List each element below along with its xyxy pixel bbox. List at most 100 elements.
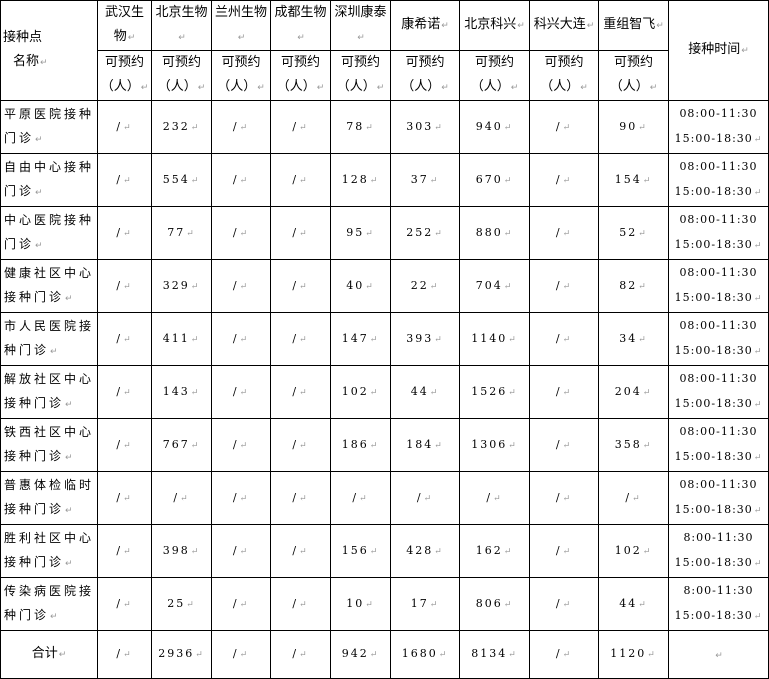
table-row: 铁西社区中心接种门诊/767//1861841306/35808:00-11:3… [0,418,769,472]
available-count: 34 [598,312,669,366]
available-count: / [97,259,152,313]
available-count: 154 [598,153,669,207]
morning-hours: 08:00-11:30 [679,372,758,385]
table-row: 解放社区中心接种门诊/143//102441526/20408:00-11:30… [0,365,769,419]
site-name: 健康社区中心接种门诊 [0,259,98,313]
vaccination-time: 08:00-11:30 15:00-18:30 [668,259,769,313]
available-count: 1526 [459,365,530,419]
vaccination-time: 8:00-11:30 15:00-18:30 [668,524,769,578]
total-count: / [270,630,331,679]
site-name: 解放社区中心接种门诊 [0,365,98,419]
available-count: / [270,100,331,154]
available-count: 204 [598,365,669,419]
vendor-header: 成都生物 [270,0,331,51]
available-count: 767 [151,418,212,472]
available-label: 可预约 [474,55,514,70]
available-header: 可预约 （人） [459,50,530,101]
site-name: 市人民医院接种门诊 [0,312,98,366]
afternoon-hours: 15:00-18:30 [671,232,766,259]
table-row: 自由中心接种门诊/554//12837670/15408:00-11:3015:… [0,153,769,207]
available-count: 17 [390,577,460,631]
available-count: 102 [598,524,669,578]
afternoon-hours: 15:00-18:30 [671,497,766,524]
available-count: 398 [151,524,212,578]
available-count: 252 [390,206,460,260]
available-count: / [390,471,460,525]
vendor-header: 重组智飞 [598,0,669,51]
vaccination-time: 08:00-11:30 15:00-18:30 [668,365,769,419]
available-count: 940 [459,100,530,154]
available-count: 186 [330,418,391,472]
morning-hours: 8:00-11:30 [683,531,754,544]
available-count: / [529,577,599,631]
site-name-header: 接种点 名称 [0,0,98,101]
available-count: 77 [151,206,212,260]
available-count: 303 [390,100,460,154]
total-label: 合计 [0,630,98,679]
available-count: / [270,577,331,631]
available-count: / [529,206,599,260]
afternoon-hours: 15:00-18:30 [671,444,766,471]
available-header: 可预约 （人） [151,50,212,101]
available-header: 可预约 （人） [270,50,331,101]
available-count: 184 [390,418,460,472]
available-count: 52 [598,206,669,260]
table-body: 平原医院接种门诊/232//78303940/9008:00-11:3015:0… [0,100,769,679]
available-count: / [97,312,152,366]
total-count: 1680 [390,630,460,679]
available-count: 1140 [459,312,530,366]
available-count: 232 [151,100,212,154]
morning-hours: 08:00-11:30 [679,213,758,226]
vendor-header: 北京生物 [151,0,212,51]
available-count: 128 [330,153,391,207]
available-count: / [529,259,599,313]
available-count: 22 [390,259,460,313]
afternoon-hours: 15:00-18:30 [671,126,766,153]
available-header: 可预约 （人） [97,50,152,101]
available-count: / [270,206,331,260]
total-time-empty [668,630,769,679]
afternoon-hours: 15:00-18:30 [671,603,766,630]
available-count: 90 [598,100,669,154]
available-count: 329 [151,259,212,313]
available-count: / [529,365,599,419]
unit-label: （人） [100,75,149,100]
available-label: 可预约 [405,55,445,70]
morning-hours: 08:00-11:30 [679,160,758,173]
available-count: / [459,471,530,525]
available-count: / [97,206,152,260]
afternoon-hours: 15:00-18:30 [671,550,766,577]
afternoon-hours: 15:00-18:30 [671,179,766,206]
unit-label: （人） [393,75,457,100]
available-label: 可预约 [221,55,261,70]
afternoon-hours: 15:00-18:30 [671,391,766,418]
total-count: 942 [330,630,391,679]
total-count: 2936 [151,630,212,679]
available-count: / [529,418,599,472]
available-count: 554 [151,153,212,207]
table-row: 市人民医院接种门诊/411//1473931140/3408:00-11:301… [0,312,769,366]
available-count: / [270,418,331,472]
available-count: / [97,153,152,207]
available-count: / [211,524,271,578]
available-count: 82 [598,259,669,313]
available-count: / [97,418,152,472]
site-header-line2: 名称 [3,50,95,75]
available-count: 156 [330,524,391,578]
vendor-header: 科兴大连 [529,0,599,51]
table-row: 传染病医院接种门诊/25//1017806/448:00-11:3015:00-… [0,577,769,631]
available-count: 102 [330,365,391,419]
available-count: / [270,153,331,207]
total-count: / [529,630,599,679]
available-count: 162 [459,524,530,578]
available-count: / [529,524,599,578]
afternoon-hours: 15:00-18:30 [671,338,766,365]
available-count: 44 [390,365,460,419]
available-count: / [529,471,599,525]
available-count: / [330,471,391,525]
site-name: 中心医院接种门诊 [0,206,98,260]
available-count: / [529,100,599,154]
available-count: 358 [598,418,669,472]
